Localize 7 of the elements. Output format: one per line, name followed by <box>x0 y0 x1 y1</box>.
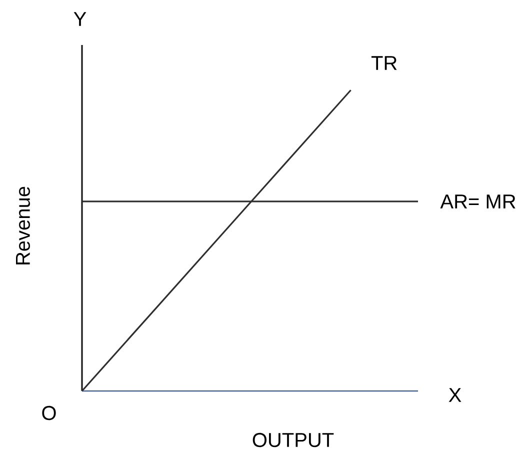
y-axis-title: Revenue <box>16 186 30 264</box>
x-axis-title: OUTPUT <box>252 432 334 448</box>
text: O <box>42 406 56 420</box>
text: X <box>448 388 462 402</box>
text: Y <box>74 12 86 26</box>
series-label: AR= MR <box>440 194 516 208</box>
series-label: TR <box>371 56 397 70</box>
